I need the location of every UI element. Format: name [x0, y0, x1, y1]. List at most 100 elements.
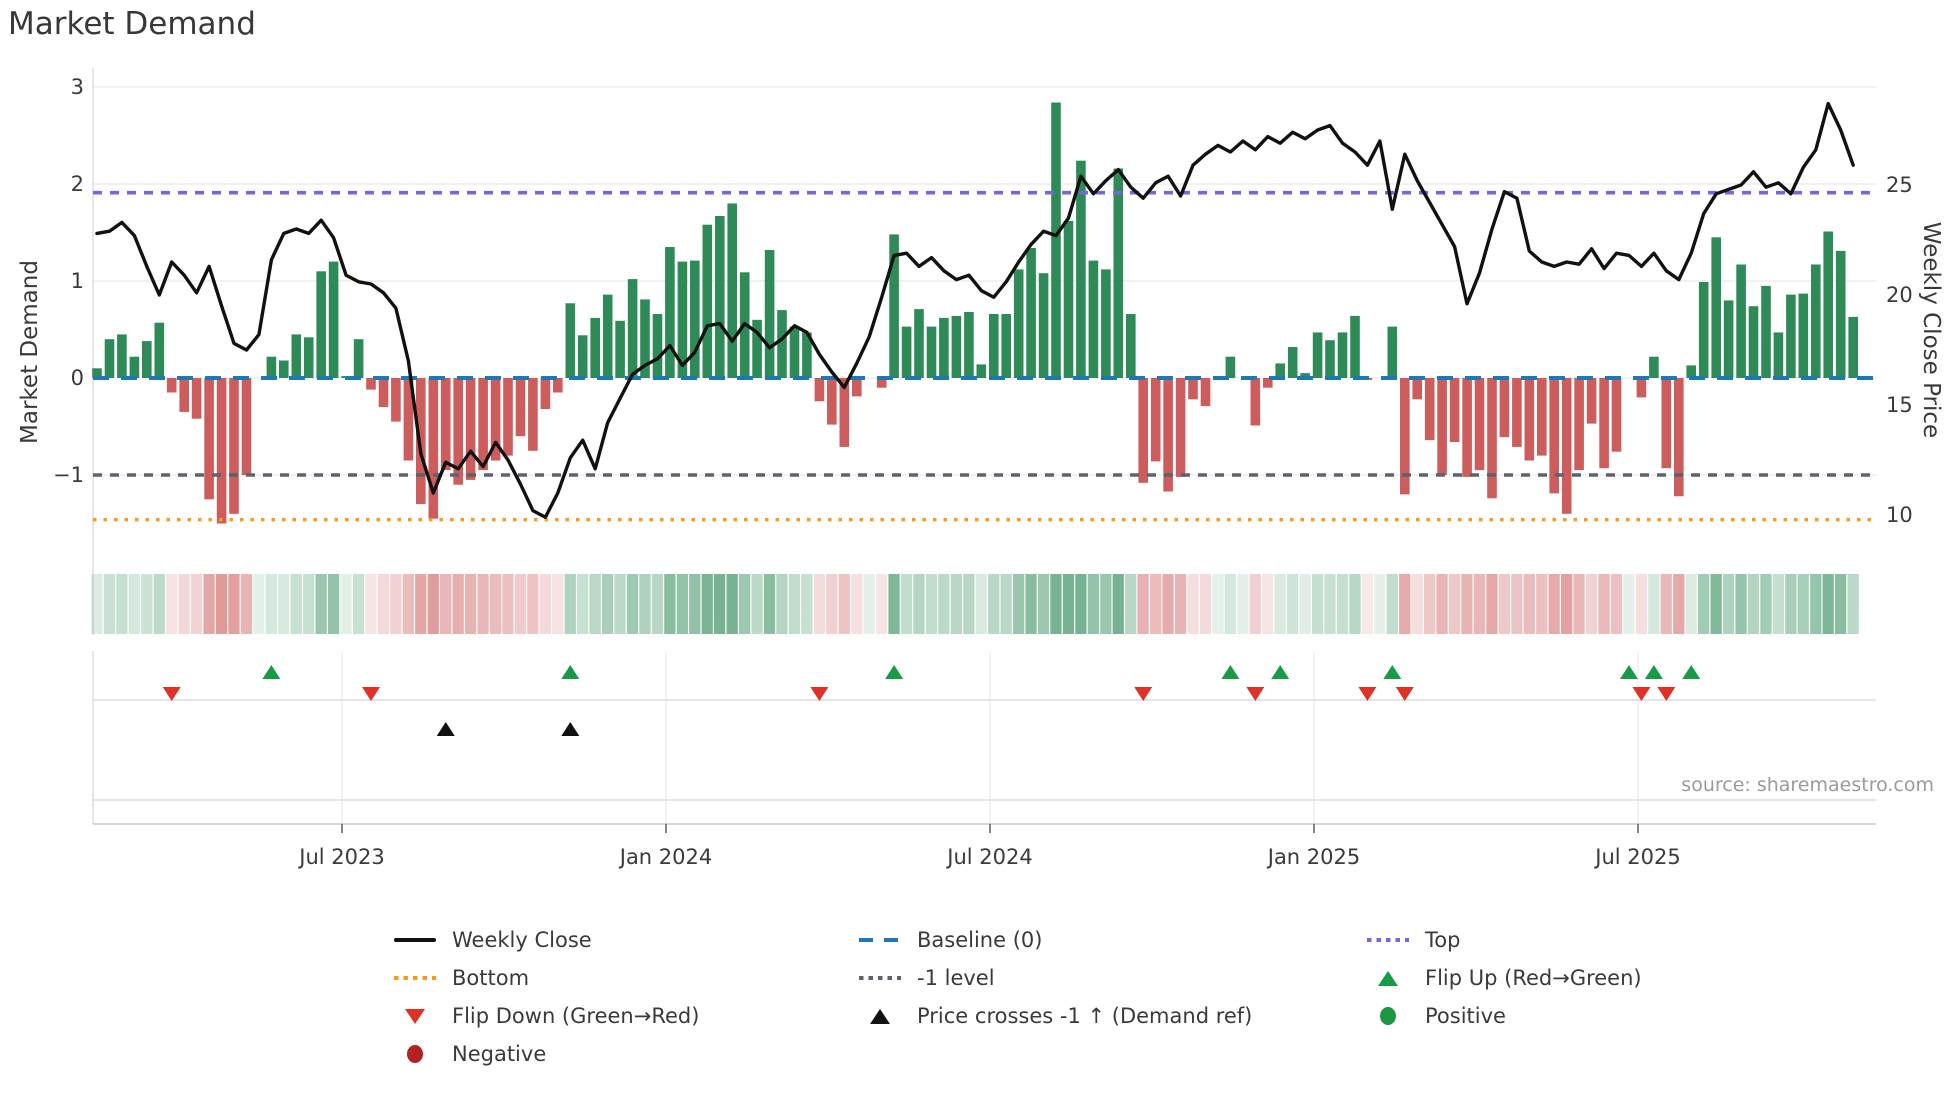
heatmap-cell: [1324, 574, 1336, 634]
page-title: Market Demand: [8, 6, 256, 42]
demand-bar-negative: [1512, 378, 1522, 447]
demand-bar-positive: [577, 335, 588, 378]
demand-bar-negative: [1175, 378, 1186, 477]
heatmap-cell: [1187, 574, 1199, 634]
demand-bar-negative: [191, 378, 202, 419]
demand-bar-negative: [1437, 378, 1447, 475]
demand-bar-positive: [316, 271, 326, 378]
heatmap-cell: [253, 574, 265, 634]
legend-swatch-line-dotted-icon: [859, 976, 901, 980]
heatmap-cell: [1199, 574, 1212, 634]
demand-bar-negative: [229, 378, 239, 514]
heatmap-cell: [1162, 574, 1174, 634]
heatmap-cell: [726, 574, 738, 634]
heatmap-cell: [1349, 574, 1361, 634]
heatmap-cell: [514, 574, 527, 634]
demand-bar-positive: [1225, 356, 1236, 378]
heatmap-cell: [1473, 574, 1486, 634]
heatmap-cell: [776, 574, 788, 634]
heatmap-cell: [689, 574, 701, 634]
demand-bar-negative: [1586, 378, 1597, 424]
heatmap-cell: [676, 574, 688, 634]
heatmap-cell: [415, 574, 427, 634]
demand-bar-negative: [1574, 378, 1584, 471]
heatmap-cell: [1399, 574, 1411, 634]
heatmap-cell: [651, 574, 664, 634]
legend-label: Price crosses -1 ↑ (Demand ref): [917, 1004, 1253, 1028]
x-axis-tick: Jan 2025: [1267, 845, 1361, 869]
demand-bar-positive: [677, 261, 688, 378]
flip-up-marker: [1619, 665, 1638, 679]
heatmap-cell: [1585, 574, 1598, 634]
demand-bar-positive: [1649, 356, 1659, 378]
heatmap-cell: [1274, 574, 1286, 634]
heatmap-cell: [1648, 574, 1660, 634]
legend-item-1-level: -1 level: [858, 964, 995, 992]
heatmap-cell: [1262, 574, 1274, 634]
demand-bar-negative: [1250, 378, 1261, 426]
demand-bar-negative: [179, 378, 189, 412]
demand-bar-positive: [154, 322, 165, 378]
demand-bar-positive: [129, 356, 140, 378]
heatmap-cell: [900, 574, 913, 634]
demand-bar-positive: [266, 356, 277, 378]
demand-bar-negative: [166, 378, 177, 393]
legend-label: Flip Down (Green→Red): [452, 1004, 700, 1028]
flip-up-marker: [262, 665, 281, 679]
demand-bar-positive: [117, 334, 127, 378]
flip-up-marker: [1682, 665, 1701, 679]
right-axis-tick: 10: [1886, 503, 1913, 527]
left-axis-tick: 1: [70, 269, 84, 293]
heatmap-cell: [1660, 574, 1672, 634]
heatmap-cell: [639, 574, 651, 634]
legend-item-baseline-0: Baseline (0): [858, 926, 1042, 954]
demand-bar-negative: [1487, 378, 1497, 499]
demand-bar-negative: [540, 378, 551, 409]
heatmap-cell: [141, 574, 153, 634]
heatmap-cell: [440, 574, 452, 634]
heatmap-cell: [714, 574, 726, 634]
heatmap-cell: [564, 574, 576, 634]
demand-bar-positive: [1001, 314, 1011, 378]
demand-bar-positive: [1126, 314, 1136, 378]
flip-down-marker: [1657, 687, 1676, 701]
heatmap-cell: [153, 574, 165, 634]
demand-bar-negative: [465, 378, 476, 480]
demand-bar-positive: [303, 337, 314, 378]
heatmap-cell: [103, 574, 116, 634]
heatmap-cell: [1237, 574, 1249, 634]
heatmap-cell: [539, 574, 551, 634]
heatmap-cell: [963, 574, 975, 634]
heatmap-cell: [801, 574, 813, 634]
right-axis-tick: 25: [1886, 173, 1913, 197]
heatmap-cell: [838, 574, 850, 634]
heatmap-cell: [128, 574, 140, 634]
heatmap-cell: [813, 574, 825, 634]
legend-item-flip-up-red-green: Flip Up (Red→Green): [1366, 964, 1642, 992]
x-axis-tick: Jul 2024: [947, 845, 1033, 869]
heatmap-cell: [166, 574, 178, 634]
demand-bar-positive: [727, 203, 737, 378]
demand-bar-positive: [964, 312, 974, 378]
heatmap-cell: [975, 574, 987, 634]
heatmap-cell: [763, 574, 776, 634]
heatmap-cell: [664, 574, 676, 634]
heatmap-cell: [464, 574, 477, 634]
heatmap-cell: [1374, 574, 1386, 634]
demand-bar-positive: [802, 332, 812, 378]
flip-down-marker: [162, 687, 181, 701]
heatmap-cell: [1150, 574, 1162, 634]
demand-bar-positive: [1063, 220, 1074, 378]
heatmap-cell: [203, 574, 215, 634]
heatmap-cell: [1087, 574, 1099, 634]
heatmap-cell: [527, 574, 539, 634]
right-axis-tick: 20: [1886, 283, 1913, 307]
demand-bar-positive: [1711, 237, 1721, 378]
heatmap-cell: [1835, 574, 1847, 634]
heatmap-cell: [1760, 574, 1772, 634]
demand-bar-negative: [1424, 378, 1435, 441]
demand-bar-negative: [1449, 378, 1460, 442]
demand-bar-positive: [652, 314, 663, 378]
legend-swatch-circle-icon: [407, 1045, 423, 1063]
demand-bar-negative: [1674, 378, 1684, 497]
